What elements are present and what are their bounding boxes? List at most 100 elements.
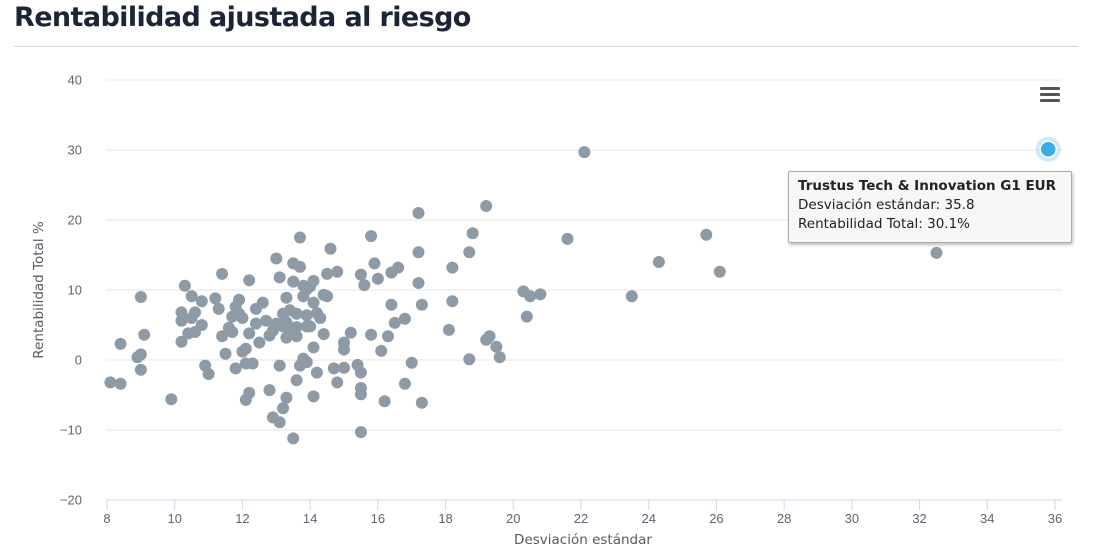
- data-point[interactable]: [415, 298, 428, 311]
- data-point[interactable]: [480, 200, 493, 212]
- data-point[interactable]: [524, 290, 537, 303]
- data-point[interactable]: [277, 402, 290, 415]
- data-point[interactable]: [446, 295, 459, 308]
- data-point[interactable]: [415, 396, 428, 409]
- data-point[interactable]: [331, 265, 344, 278]
- data-point[interactable]: [216, 330, 229, 343]
- data-point[interactable]: [466, 227, 479, 240]
- data-point[interactable]: [378, 395, 391, 408]
- data-point[interactable]: [300, 356, 313, 369]
- data-point[interactable]: [233, 293, 246, 306]
- data-point[interactable]: [243, 274, 256, 287]
- data-point[interactable]: [178, 279, 191, 292]
- data-point[interactable]: [195, 319, 208, 331]
- data-point[interactable]: [405, 356, 418, 369]
- data-point[interactable]: [321, 267, 334, 280]
- data-point[interactable]: [392, 261, 405, 274]
- data-point[interactable]: [226, 326, 239, 338]
- data-point[interactable]: [412, 277, 425, 289]
- data-point[interactable]: [175, 306, 188, 319]
- data-point[interactable]: [534, 288, 547, 301]
- data-point[interactable]: [365, 230, 378, 243]
- data-point[interactable]: [175, 314, 188, 327]
- data-point[interactable]: [317, 328, 330, 341]
- data-point[interactable]: [229, 362, 242, 375]
- data-point[interactable]: [354, 268, 367, 281]
- data-point[interactable]: [260, 314, 273, 327]
- data-point[interactable]: [134, 348, 147, 361]
- data-point[interactable]: [310, 366, 323, 379]
- data-point[interactable]: [249, 317, 262, 330]
- data-point[interactable]: [490, 340, 503, 353]
- data-point[interactable]: [388, 316, 401, 329]
- data-point[interactable]: [446, 261, 459, 274]
- data-point[interactable]: [280, 391, 293, 404]
- data-point[interactable]: [338, 361, 350, 374]
- data-point[interactable]: [195, 295, 208, 308]
- data-point[interactable]: [307, 390, 320, 403]
- data-point[interactable]: [375, 344, 388, 357]
- data-point[interactable]: [365, 328, 378, 341]
- data-point[interactable]: [368, 257, 381, 270]
- data-point[interactable]: [280, 291, 293, 304]
- data-point[interactable]: [263, 384, 276, 397]
- data-point[interactable]: [270, 252, 283, 265]
- data-point[interactable]: [354, 366, 367, 379]
- data-point[interactable]: [398, 377, 411, 390]
- data-point[interactable]: [321, 290, 334, 303]
- data-point[interactable]: [175, 335, 188, 348]
- data-point[interactable]: [307, 341, 320, 354]
- data-point[interactable]: [202, 368, 215, 380]
- data-point[interactable]: [385, 298, 398, 311]
- data-point[interactable]: [371, 272, 384, 285]
- data-point[interactable]: [243, 327, 256, 340]
- data-point[interactable]: [463, 246, 476, 259]
- data-point[interactable]: [442, 323, 455, 336]
- data-point[interactable]: [287, 432, 300, 445]
- data-point[interactable]: [293, 231, 306, 244]
- data-point[interactable]: [189, 306, 202, 319]
- data-point[interactable]: [243, 386, 256, 399]
- data-point[interactable]: [652, 256, 665, 268]
- data-point[interactable]: [463, 353, 476, 366]
- data-point[interactable]: [216, 267, 229, 280]
- data-point[interactable]: [324, 242, 337, 255]
- data-point[interactable]: [382, 330, 395, 343]
- data-point[interactable]: [185, 290, 198, 303]
- data-point[interactable]: [625, 290, 638, 303]
- data-point[interactable]: [138, 328, 151, 341]
- data-point[interactable]: [713, 265, 726, 278]
- data-point[interactable]: [304, 320, 317, 333]
- data-point[interactable]: [412, 246, 425, 259]
- data-point[interactable]: [344, 326, 357, 339]
- data-point[interactable]: [236, 312, 249, 324]
- data-point[interactable]: [561, 232, 574, 245]
- data-point[interactable]: [239, 342, 252, 355]
- data-point[interactable]: [307, 296, 320, 309]
- data-point[interactable]: [293, 260, 306, 273]
- data-point[interactable]: [134, 363, 147, 376]
- data-point[interactable]: [246, 357, 259, 370]
- data-point[interactable]: [307, 274, 320, 287]
- data-point[interactable]: [253, 336, 266, 349]
- data-point[interactable]: [354, 426, 367, 439]
- data-point[interactable]: [212, 302, 225, 315]
- data-point[interactable]: [290, 307, 303, 320]
- data-point[interactable]: [700, 228, 713, 241]
- data-point[interactable]: [287, 275, 300, 288]
- data-point[interactable]: [114, 377, 127, 390]
- data-point[interactable]: [331, 376, 344, 389]
- highlighted-data-point[interactable]: [1039, 140, 1057, 159]
- data-point[interactable]: [493, 351, 506, 364]
- data-point[interactable]: [300, 309, 313, 322]
- data-point[interactable]: [354, 388, 367, 401]
- data-point[interactable]: [314, 312, 327, 324]
- data-point[interactable]: [290, 330, 303, 343]
- data-point[interactable]: [219, 347, 232, 360]
- data-point[interactable]: [104, 376, 117, 389]
- data-point[interactable]: [273, 359, 286, 372]
- data-point[interactable]: [327, 362, 340, 375]
- data-point[interactable]: [338, 343, 350, 356]
- data-point[interactable]: [520, 310, 533, 323]
- data-point[interactable]: [578, 146, 591, 159]
